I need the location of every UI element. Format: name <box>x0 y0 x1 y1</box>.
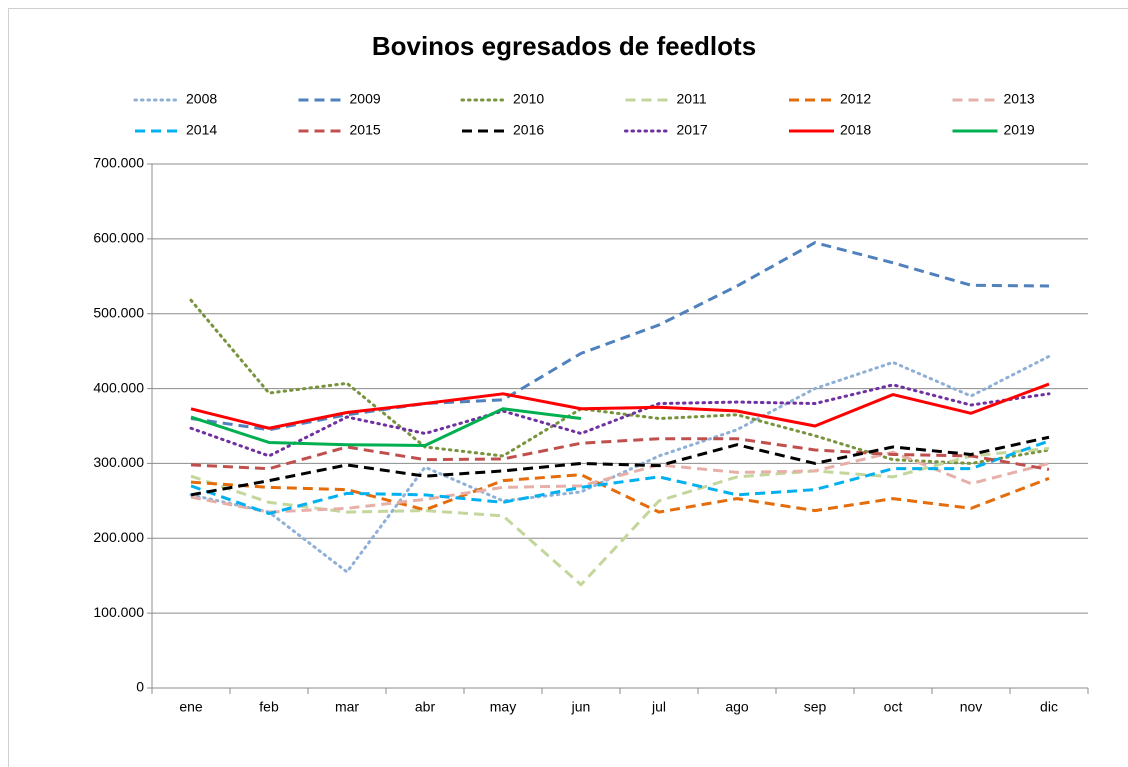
x-tick-label: ene <box>179 699 203 715</box>
series-line <box>190 473 1050 514</box>
chart-frame <box>8 8 1128 767</box>
x-tick-label: ago <box>725 699 749 715</box>
legend-label: 2015 <box>350 122 381 138</box>
x-tick-label: may <box>490 699 516 715</box>
legend-label: 2014 <box>186 122 217 138</box>
legend-label: 2013 <box>1004 91 1035 107</box>
legend-label: 2009 <box>350 91 381 107</box>
legend-label: 2011 <box>677 91 707 107</box>
legend-label: 2010 <box>513 91 544 107</box>
x-tick-label: mar <box>335 699 359 715</box>
legend-label: 2016 <box>513 122 544 138</box>
y-tick-label: 400.000 <box>93 379 144 395</box>
series-line <box>190 407 582 447</box>
y-tick-label: 700.000 <box>93 155 144 171</box>
series-line <box>190 435 1050 497</box>
x-tick-label: jun <box>571 699 591 715</box>
x-tick-label: dic <box>1040 699 1058 715</box>
y-tick-label: 200.000 <box>93 529 144 545</box>
x-tick-label: sep <box>804 699 827 715</box>
chart-title: Bovinos egresados de feedlots <box>372 31 756 61</box>
y-tick-label: 100.000 <box>93 604 144 620</box>
series-line <box>190 437 1050 471</box>
x-tick-label: abr <box>415 699 436 715</box>
y-tick-label: 600.000 <box>93 230 144 246</box>
series-line <box>190 450 1050 514</box>
series-line <box>190 241 1050 432</box>
x-tick-label: oct <box>884 699 903 715</box>
legend-label: 2018 <box>840 122 871 138</box>
x-tick-label: feb <box>259 699 279 715</box>
x-tick-label: nov <box>960 699 983 715</box>
series-line <box>190 382 1050 430</box>
y-tick-label: 500.000 <box>93 304 144 320</box>
series-line <box>189 298 1051 465</box>
series-line <box>189 383 1051 458</box>
legend-label: 2012 <box>840 91 871 107</box>
x-tick-label: jul <box>651 699 666 715</box>
legend-label: 2008 <box>186 91 217 107</box>
legend-label: 2017 <box>677 122 708 138</box>
y-tick-label: 0 <box>136 679 144 695</box>
legend-label: 2019 <box>1004 122 1035 138</box>
y-tick-label: 300.000 <box>93 454 144 470</box>
series-line <box>190 439 1050 516</box>
